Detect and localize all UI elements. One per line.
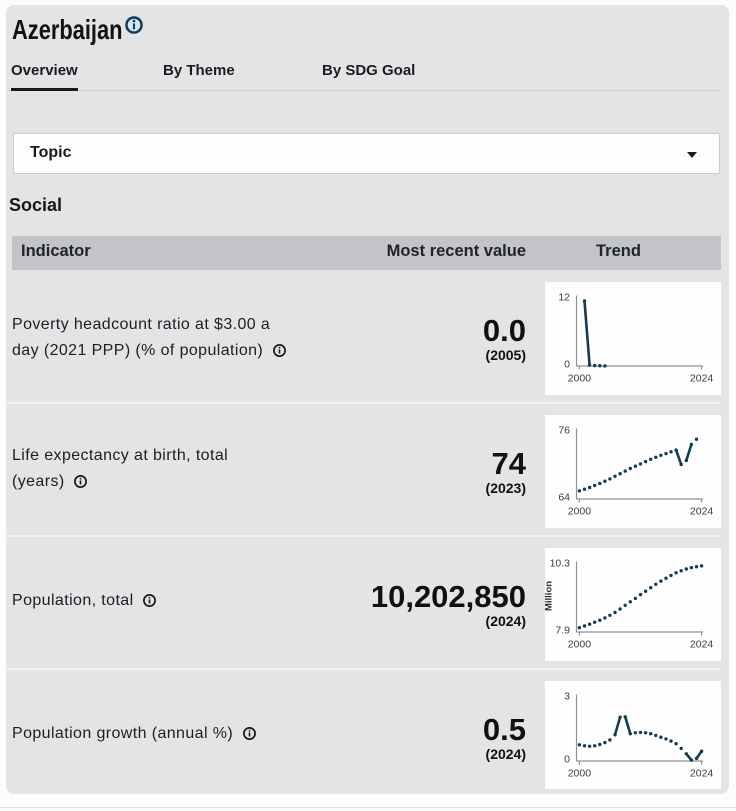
svg-text:2024: 2024	[690, 639, 714, 651]
svg-text:64: 64	[558, 492, 570, 504]
svg-text:10.3: 10.3	[550, 558, 571, 570]
svg-text:76: 76	[558, 425, 570, 437]
svg-text:7.9: 7.9	[555, 625, 570, 637]
svg-text:2024: 2024	[690, 506, 714, 518]
svg-text:0: 0	[564, 754, 570, 766]
svg-text:3: 3	[564, 691, 570, 703]
svg-text:2000: 2000	[568, 768, 592, 780]
svg-text:2024: 2024	[690, 768, 714, 780]
svg-text:0: 0	[564, 359, 570, 371]
svg-text:12: 12	[558, 292, 570, 304]
svg-text:Million: Million	[545, 581, 555, 611]
svg-text:2000: 2000	[568, 373, 592, 385]
svg-text:2000: 2000	[568, 506, 592, 518]
svg-text:2000: 2000	[568, 639, 592, 651]
svg-text:2024: 2024	[690, 373, 714, 385]
